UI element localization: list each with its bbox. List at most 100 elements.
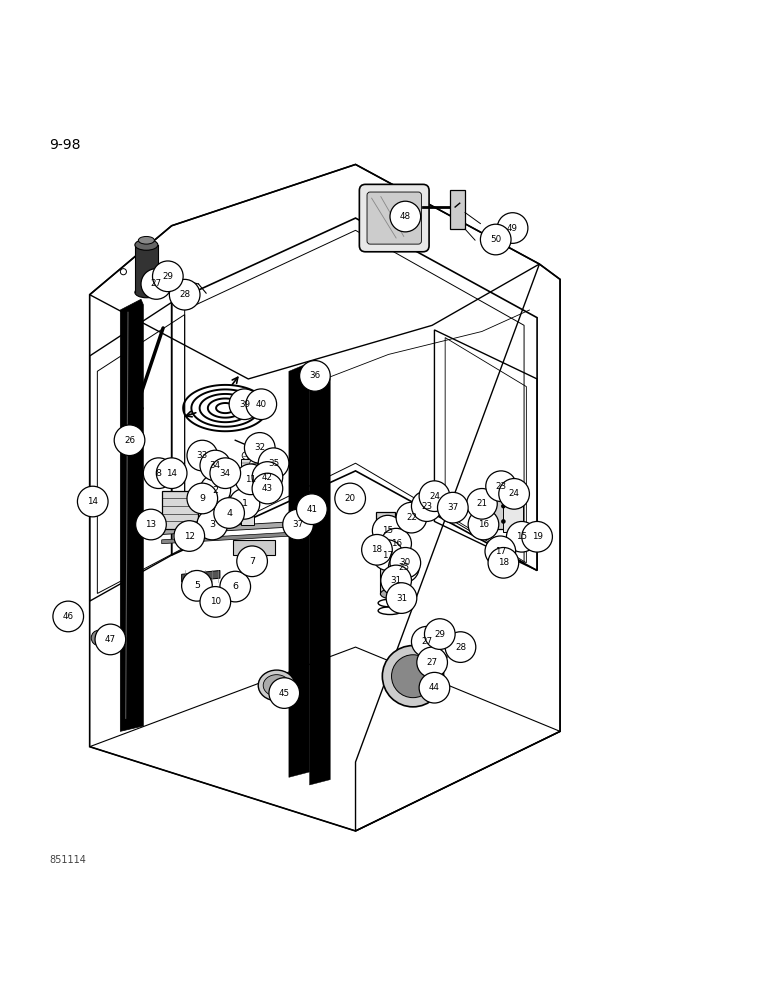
Circle shape [144,458,174,489]
Text: 23: 23 [421,502,432,511]
Text: 29: 29 [434,630,445,639]
FancyBboxPatch shape [450,190,465,229]
FancyBboxPatch shape [384,517,401,555]
Text: 25: 25 [399,563,410,572]
Circle shape [498,479,530,509]
FancyBboxPatch shape [503,488,523,532]
Ellipse shape [381,589,399,598]
Circle shape [412,491,442,521]
Circle shape [381,565,412,596]
Text: 17: 17 [495,547,506,556]
Text: 45: 45 [278,689,290,698]
FancyBboxPatch shape [304,494,312,523]
FancyBboxPatch shape [360,184,429,252]
Text: 14: 14 [166,469,177,478]
Text: 18: 18 [371,545,382,554]
Circle shape [522,521,552,552]
Ellipse shape [135,240,158,250]
Text: 21: 21 [477,499,488,508]
Text: 10: 10 [210,597,221,606]
Text: 34: 34 [220,469,231,478]
Circle shape [501,490,505,495]
Text: 49: 49 [507,224,518,233]
FancyBboxPatch shape [161,491,198,529]
Circle shape [506,521,537,552]
Text: 30: 30 [399,558,411,567]
Text: 50: 50 [490,235,502,244]
Circle shape [156,458,187,489]
Text: 13: 13 [145,520,157,529]
Text: 47: 47 [105,635,116,644]
Circle shape [200,587,231,617]
Circle shape [412,626,442,657]
Circle shape [384,530,388,534]
Circle shape [419,481,450,511]
Text: 41: 41 [307,505,317,514]
Circle shape [237,546,268,577]
Circle shape [269,678,300,708]
Circle shape [250,459,257,467]
Circle shape [169,279,200,310]
Circle shape [246,389,277,420]
Text: 18: 18 [498,558,509,567]
Text: 28: 28 [179,290,190,299]
Text: 11: 11 [245,475,256,484]
Circle shape [384,519,388,524]
Circle shape [296,494,327,525]
Circle shape [252,473,282,504]
Circle shape [229,389,260,420]
Text: 22: 22 [406,513,417,522]
Text: 27: 27 [151,279,162,288]
Circle shape [172,272,179,280]
Circle shape [300,361,330,391]
Ellipse shape [138,236,154,244]
Circle shape [236,464,266,495]
Text: 14: 14 [87,497,98,506]
Circle shape [187,483,218,514]
Text: 36: 36 [310,371,321,380]
Circle shape [91,630,107,646]
Circle shape [200,475,231,505]
Circle shape [258,448,289,479]
Ellipse shape [258,670,295,701]
Text: 1: 1 [242,499,247,508]
Polygon shape [161,521,296,534]
Circle shape [95,624,126,655]
Circle shape [486,471,516,502]
Circle shape [420,659,433,671]
Circle shape [335,483,366,514]
Text: 34: 34 [210,461,221,470]
Circle shape [141,269,172,299]
Circle shape [77,486,108,517]
Text: 31: 31 [396,594,407,603]
Circle shape [229,489,260,519]
Text: 39: 39 [239,400,250,409]
Circle shape [282,509,314,540]
Circle shape [480,224,511,255]
Circle shape [392,655,434,698]
Text: 24: 24 [509,489,519,498]
Circle shape [485,536,516,567]
FancyBboxPatch shape [135,245,158,292]
Text: 33: 33 [197,451,208,460]
FancyBboxPatch shape [376,512,395,552]
Polygon shape [120,299,144,731]
Ellipse shape [381,547,399,556]
Polygon shape [289,364,310,777]
Circle shape [382,646,444,707]
Text: 7: 7 [249,557,255,566]
Text: 6: 6 [232,582,238,591]
Circle shape [242,452,250,459]
Text: 32: 32 [254,443,265,452]
Text: 37: 37 [292,520,303,529]
Text: 9-98: 9-98 [49,138,80,152]
Circle shape [197,509,228,540]
Text: 5: 5 [194,581,200,590]
Circle shape [384,544,388,548]
Circle shape [174,521,204,551]
Text: 16: 16 [391,539,402,548]
Text: 3: 3 [209,520,215,529]
Polygon shape [310,374,330,785]
Text: 2: 2 [212,486,218,495]
Circle shape [187,440,218,471]
